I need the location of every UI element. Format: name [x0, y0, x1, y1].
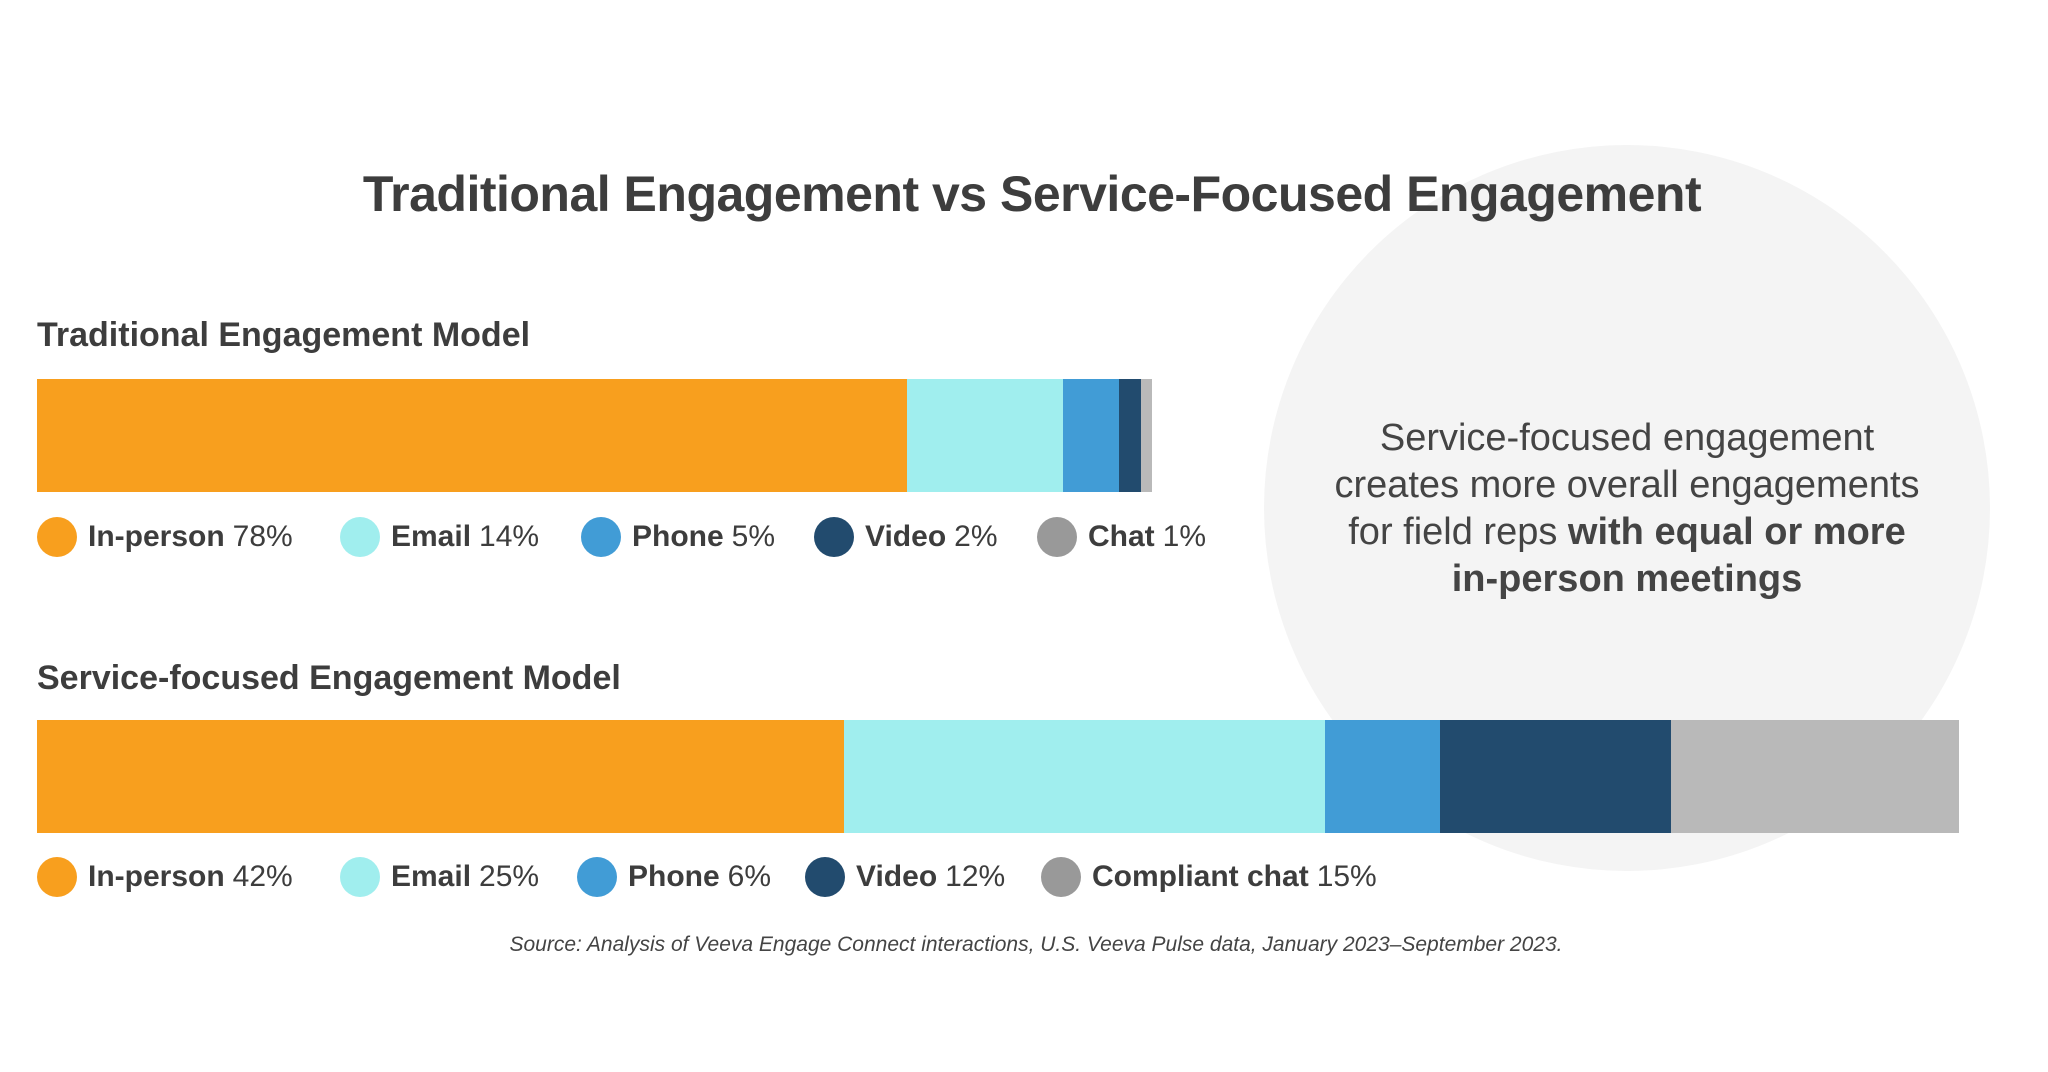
- bar-segment-email: [844, 720, 1325, 833]
- legend-value: 25%: [479, 860, 540, 893]
- legend-label: Video: [856, 860, 938, 893]
- traditional-stacked-bar: [37, 379, 1152, 492]
- legend-item: Phone 6%: [577, 857, 771, 897]
- legend-swatch-icon: [577, 857, 617, 897]
- legend-swatch-icon: [37, 857, 77, 897]
- bar-segment-video: [1118, 379, 1141, 492]
- callout-line-4: in-person meetings: [1264, 556, 1990, 603]
- legend-value: 78%: [232, 520, 293, 553]
- legend-item: Chat 1%: [1037, 517, 1206, 557]
- legend-item: In-person 78%: [37, 517, 293, 557]
- legend-item: Compliant chat 15%: [1041, 857, 1377, 897]
- legend-label: Phone: [632, 520, 724, 553]
- legend-item: Email 25%: [340, 857, 539, 897]
- bar-segment-chat: [1140, 379, 1152, 492]
- legend-item: Email 14%: [340, 517, 539, 557]
- legend-swatch-icon: [37, 517, 77, 557]
- chart-title: Traditional Engagement vs Service-Focuse…: [362, 166, 1702, 222]
- legend-item: In-person 42%: [37, 857, 293, 897]
- legend-item: Video 12%: [805, 857, 1005, 897]
- callout-line-1: Service-focused engagement: [1379, 417, 1875, 459]
- callout-text: Service-focused engagement creates more …: [1264, 415, 1990, 603]
- callout-line-4-bold: in-person meetings: [1451, 558, 1803, 600]
- legend-item: Video 2%: [814, 517, 998, 557]
- legend-value: 14%: [479, 520, 540, 553]
- service-stacked-bar: [37, 720, 1959, 833]
- legend-label: In-person: [88, 860, 225, 893]
- legend-value: 6%: [727, 860, 772, 893]
- legend-swatch-icon: [814, 517, 854, 557]
- legend-label: In-person: [88, 520, 225, 553]
- service-model-title: Service-focused Engagement Model: [37, 659, 621, 697]
- legend-label: Email: [391, 860, 472, 893]
- legend-label: Chat: [1088, 520, 1155, 553]
- callout-line-3-bold: with equal or more: [1567, 511, 1906, 553]
- legend-value: 42%: [232, 860, 293, 893]
- legend-swatch-icon: [1041, 857, 1081, 897]
- bar-segment-video: [1440, 720, 1671, 833]
- legend-swatch-icon: [1037, 517, 1077, 557]
- legend-value: 2%: [954, 520, 998, 553]
- callout-line-2: creates more overall engagements: [1334, 464, 1920, 506]
- bar-segment-in-person: [37, 720, 845, 833]
- legend-value: 12%: [945, 860, 1006, 893]
- bar-segment-compliant-chat: [1670, 720, 1959, 833]
- legend-swatch-icon: [340, 517, 380, 557]
- bar-segment-phone: [1062, 379, 1119, 492]
- legend-label: Video: [865, 520, 947, 553]
- legend-swatch-icon: [340, 857, 380, 897]
- bar-segment-phone: [1324, 720, 1441, 833]
- legend-label: Phone: [628, 860, 720, 893]
- legend-value: 1%: [1162, 520, 1207, 553]
- bar-segment-in-person: [37, 379, 907, 492]
- legend-value: 15%: [1316, 860, 1377, 893]
- bar-segment-email: [906, 379, 1063, 492]
- traditional-model-title: Traditional Engagement Model: [37, 316, 531, 354]
- callout-line-3: for field reps with equal or more: [1264, 509, 1990, 556]
- source-note: Source: Analysis of Veeva Engage Connect…: [509, 933, 1563, 956]
- callout-line-3-regular: for field reps: [1348, 511, 1568, 553]
- legend-label: Compliant chat: [1092, 860, 1309, 893]
- legend-swatch-icon: [581, 517, 621, 557]
- legend-swatch-icon: [805, 857, 845, 897]
- legend-value: 5%: [731, 520, 776, 553]
- legend-label: Email: [391, 520, 472, 553]
- legend-item: Phone 5%: [581, 517, 775, 557]
